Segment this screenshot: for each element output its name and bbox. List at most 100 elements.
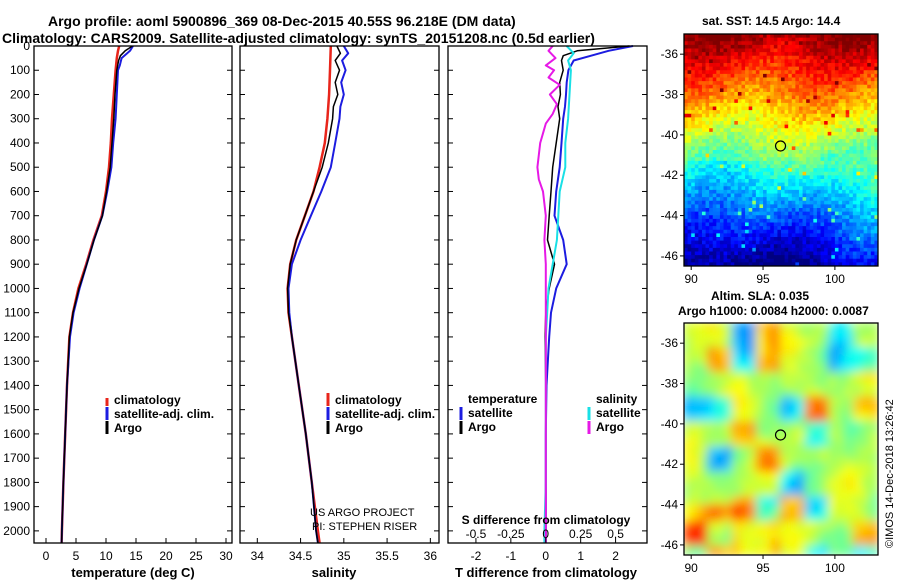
- sst-cell: [798, 244, 803, 249]
- sla-cell: [844, 371, 855, 382]
- depth-tick-label: 1600: [3, 427, 30, 441]
- sla-cell: [836, 380, 847, 391]
- sst-cell: [766, 128, 771, 133]
- sst-cell: [730, 52, 735, 57]
- sst-cell: [813, 153, 818, 158]
- sst-cell: [795, 84, 800, 89]
- sst-cell: [784, 81, 789, 86]
- sst-cell: [759, 66, 764, 71]
- sst-cell: [730, 34, 735, 39]
- sla-cell: [691, 421, 702, 432]
- sla-cell: [860, 496, 871, 507]
- sst-cell: [827, 237, 832, 242]
- sla-cell: [780, 346, 791, 358]
- sla-cell: [820, 380, 831, 391]
- sst-cell: [845, 110, 850, 115]
- sst-cell: [795, 37, 800, 42]
- sst-cell: [759, 251, 764, 256]
- sst-cell: [842, 52, 847, 57]
- sla-cell: [804, 429, 815, 440]
- sst-cell: [874, 102, 878, 107]
- sst-cell: [745, 128, 750, 133]
- sst-cell: [802, 124, 807, 129]
- sst-cell: [734, 244, 739, 249]
- sst-cell: [816, 34, 821, 39]
- sst-cell: [763, 59, 768, 64]
- sst-cell: [809, 99, 814, 104]
- sst-cell: [795, 244, 800, 249]
- sst-cell: [763, 139, 768, 144]
- sst-cell: [773, 121, 778, 126]
- sst-cell: [795, 200, 800, 205]
- sst-cell: [773, 135, 778, 140]
- sst-cell: [860, 229, 865, 234]
- sst-cell: [824, 211, 829, 216]
- sst-cell: [752, 255, 757, 260]
- sst-cell: [730, 157, 735, 162]
- sst-cell: [809, 179, 814, 184]
- sla-cell: [828, 363, 839, 374]
- sst-cell: [748, 258, 753, 263]
- sst-cell: [737, 244, 742, 249]
- sst-cell: [831, 208, 836, 213]
- sst-cell: [745, 70, 750, 75]
- sla-cell: [691, 496, 702, 507]
- sla-cell: [771, 330, 782, 341]
- sst-cell: [701, 153, 706, 158]
- sst-cell: [701, 66, 706, 71]
- sla-cell: [828, 545, 839, 555]
- sst-cell: [755, 226, 760, 231]
- sst-cell: [727, 41, 732, 46]
- sst-cell: [763, 215, 768, 220]
- sla-cell: [747, 520, 758, 532]
- sst-cell: [770, 258, 775, 263]
- sst-cell: [684, 128, 688, 133]
- sst-cell: [763, 211, 768, 216]
- temperature-series-climatology: [60, 45, 121, 544]
- sst-cell: [788, 193, 793, 198]
- sst-cell: [842, 247, 847, 252]
- sst-cell: [755, 73, 760, 78]
- argo-position-marker: [774, 429, 787, 441]
- sst-cell: [827, 218, 832, 223]
- sst-cell: [698, 37, 703, 42]
- sst-cell: [694, 237, 699, 242]
- sst-cell: [788, 179, 793, 184]
- sst-cell: [791, 197, 796, 202]
- sst-cell: [831, 204, 836, 209]
- sst-cell: [701, 52, 706, 57]
- sst-cell: [737, 258, 742, 263]
- sst-cell: [763, 37, 768, 42]
- sst-cell: [874, 193, 878, 198]
- sst-cell: [827, 106, 832, 111]
- depth-tick-label: 800: [10, 233, 30, 247]
- sla-cell: [836, 537, 847, 548]
- sst-cell: [798, 189, 803, 194]
- sst-cell: [770, 233, 775, 238]
- sst-cell: [788, 139, 793, 144]
- sst-cell: [752, 251, 757, 256]
- sst-cell: [788, 70, 793, 75]
- sst-cell: [788, 77, 793, 82]
- sst-map-panel: sat. SST: 14.5 Argo: 14.4 90 95 100-36-38-…: [661, 14, 879, 286]
- sst-cell: [684, 240, 688, 245]
- sst-cell: [770, 95, 775, 100]
- sst-cell: [684, 37, 688, 42]
- sst-cell: [723, 233, 728, 238]
- sla-cell: [771, 537, 782, 548]
- sst-cell: [784, 84, 789, 89]
- sst-cell: [763, 142, 768, 147]
- sst-cell: [842, 226, 847, 231]
- sst-cell: [763, 63, 768, 68]
- sla-cell: [699, 496, 710, 507]
- sst-cell: [737, 95, 742, 100]
- sst-cell: [694, 128, 699, 133]
- sla-cell: [763, 504, 774, 515]
- sst-cell: [709, 262, 714, 266]
- sst-cell: [687, 150, 692, 155]
- salinity-xtick-label: 34.5: [289, 549, 313, 563]
- sst-cell: [791, 99, 796, 104]
- sla-cell: [820, 512, 831, 523]
- sst-cell: [845, 41, 850, 46]
- sst-cell: [694, 244, 699, 249]
